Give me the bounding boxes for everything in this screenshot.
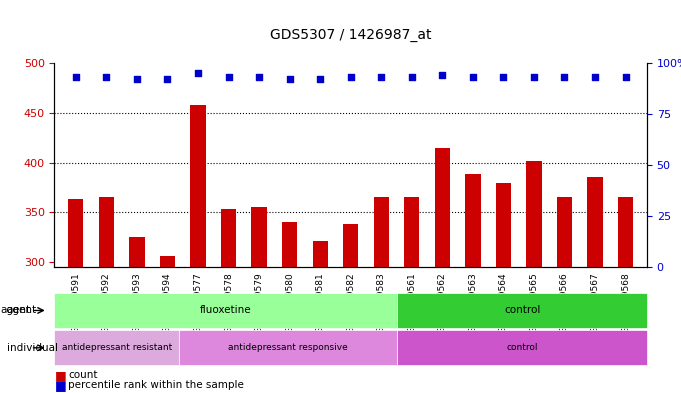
Point <box>253 74 264 80</box>
Bar <box>496 182 511 393</box>
Point <box>407 74 417 80</box>
Bar <box>618 197 633 393</box>
Text: agent: agent <box>0 305 30 316</box>
Point <box>437 72 448 78</box>
Point <box>559 74 570 80</box>
Text: ■: ■ <box>54 369 66 382</box>
Text: agent: agent <box>7 305 37 316</box>
Point <box>498 74 509 80</box>
Text: fluoxetine: fluoxetine <box>200 305 252 316</box>
Point <box>620 74 631 80</box>
Text: control: control <box>507 343 538 352</box>
Point <box>193 70 204 76</box>
Text: antidepressant responsive: antidepressant responsive <box>228 343 348 352</box>
Point <box>528 74 539 80</box>
Bar <box>465 174 481 393</box>
Bar <box>160 256 175 393</box>
Bar <box>526 161 541 393</box>
Point <box>131 76 142 83</box>
Bar <box>221 209 236 393</box>
Bar <box>313 241 328 393</box>
Bar <box>129 237 144 393</box>
Bar <box>99 197 114 393</box>
Text: percentile rank within the sample: percentile rank within the sample <box>68 380 244 390</box>
Bar <box>404 197 419 393</box>
Point <box>315 76 326 83</box>
Text: control: control <box>504 305 541 316</box>
Bar <box>557 197 572 393</box>
Point <box>162 76 173 83</box>
Bar <box>588 176 603 393</box>
Bar <box>343 224 358 393</box>
Point <box>223 74 234 80</box>
Point <box>101 74 112 80</box>
Bar <box>191 105 206 393</box>
Text: GDS5307 / 1426987_at: GDS5307 / 1426987_at <box>270 28 432 42</box>
Point <box>376 74 387 80</box>
Point <box>70 74 81 80</box>
Text: individual: individual <box>7 343 58 353</box>
Bar <box>251 208 267 393</box>
Point <box>284 76 295 83</box>
Bar <box>282 222 298 393</box>
Point <box>467 74 478 80</box>
Bar <box>68 200 84 393</box>
Text: count: count <box>68 370 97 380</box>
Text: antidepressant resistant: antidepressant resistant <box>62 343 172 352</box>
Bar <box>374 197 389 393</box>
Point <box>345 74 356 80</box>
Bar <box>434 148 450 393</box>
Point <box>590 74 601 80</box>
Text: ■: ■ <box>54 378 66 392</box>
